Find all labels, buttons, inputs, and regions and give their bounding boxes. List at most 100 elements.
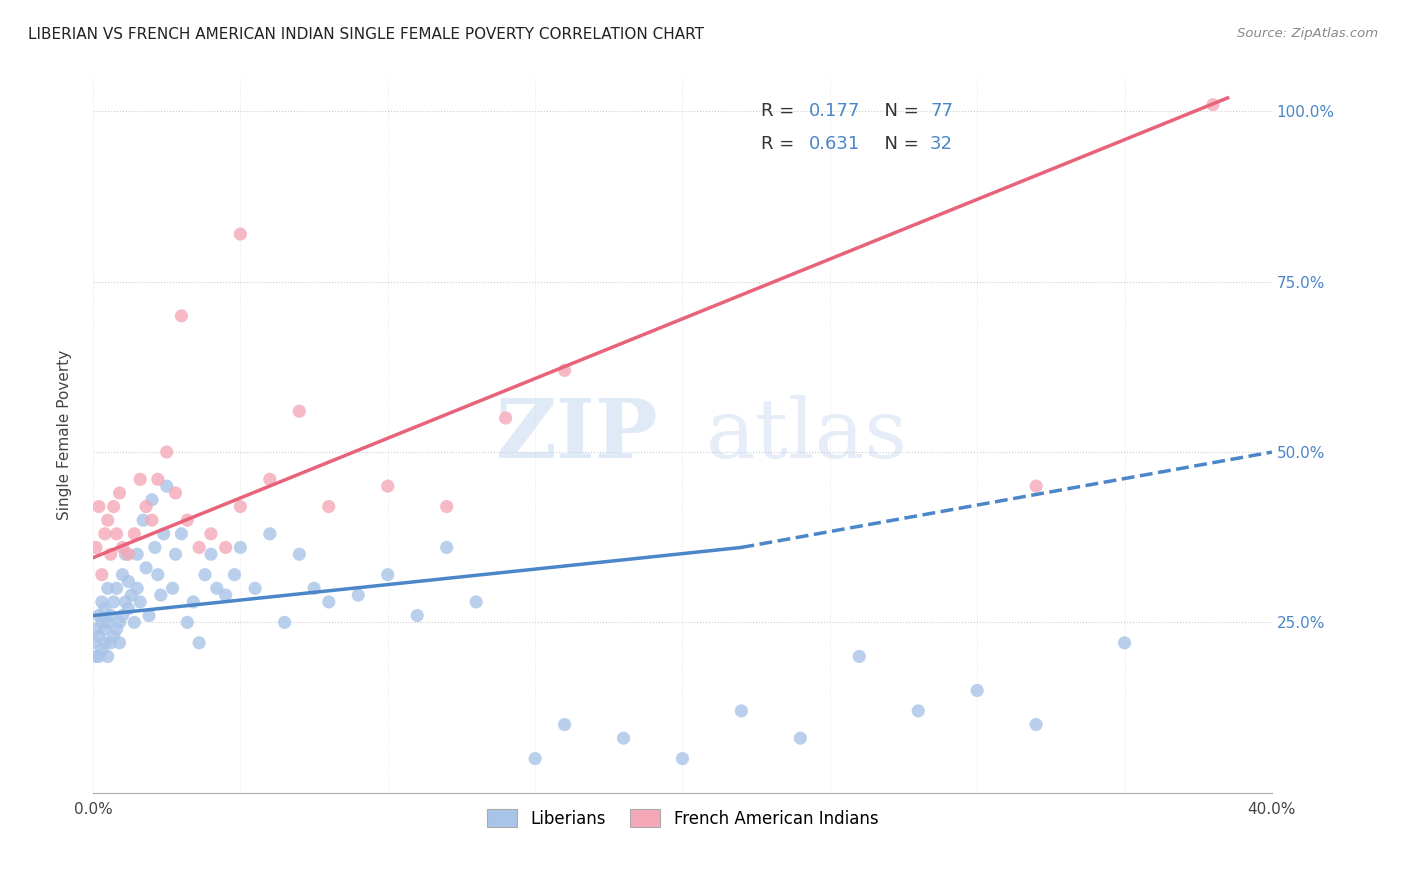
Point	[94, 601, 117, 615]
Point	[84, 541, 107, 555]
Point	[554, 363, 576, 377]
Point	[229, 227, 252, 241]
Point	[141, 513, 163, 527]
Point	[259, 472, 281, 486]
Point	[84, 622, 107, 636]
Point	[141, 492, 163, 507]
Point	[671, 751, 693, 765]
Point	[120, 588, 142, 602]
Point	[436, 500, 458, 514]
Point	[377, 479, 399, 493]
Point	[789, 731, 811, 746]
Point	[129, 472, 152, 486]
Point	[100, 547, 122, 561]
Point	[1114, 636, 1136, 650]
Point	[124, 526, 146, 541]
Point	[194, 567, 217, 582]
Point	[108, 615, 131, 630]
Point	[554, 717, 576, 731]
Point	[170, 526, 193, 541]
Text: ZIP: ZIP	[496, 395, 659, 475]
Point	[82, 636, 104, 650]
Text: R =: R =	[762, 135, 800, 153]
Point	[105, 622, 128, 636]
Point	[97, 649, 120, 664]
Point	[138, 608, 160, 623]
Point	[165, 486, 187, 500]
Point	[105, 526, 128, 541]
Text: atlas: atlas	[706, 395, 908, 475]
Legend: Liberians, French American Indians: Liberians, French American Indians	[479, 803, 884, 834]
Point	[97, 615, 120, 630]
Point	[188, 541, 211, 555]
Point	[108, 636, 131, 650]
Point	[205, 582, 228, 596]
Point	[288, 404, 311, 418]
Point	[259, 526, 281, 541]
Point	[117, 601, 139, 615]
Point	[318, 500, 340, 514]
Point	[114, 595, 136, 609]
Point	[176, 513, 198, 527]
Point	[143, 541, 166, 555]
Point	[848, 649, 870, 664]
Text: 32: 32	[929, 135, 953, 153]
Point	[111, 541, 134, 555]
Point	[117, 574, 139, 589]
Point	[90, 642, 112, 657]
Point	[730, 704, 752, 718]
Point	[103, 629, 125, 643]
Point	[129, 595, 152, 609]
Point	[127, 547, 149, 561]
Text: R =: R =	[762, 103, 800, 120]
Text: 0.631: 0.631	[808, 135, 860, 153]
Point	[124, 615, 146, 630]
Point	[465, 595, 488, 609]
Point	[165, 547, 187, 561]
Point	[318, 595, 340, 609]
Point	[149, 588, 172, 602]
Point	[135, 561, 157, 575]
Point	[229, 541, 252, 555]
Point	[288, 547, 311, 561]
Point	[100, 636, 122, 650]
Point	[524, 751, 547, 765]
Point	[87, 649, 110, 664]
Point	[162, 582, 184, 596]
Point	[127, 582, 149, 596]
Point	[224, 567, 246, 582]
Point	[90, 595, 112, 609]
Point	[114, 547, 136, 561]
Point	[181, 595, 204, 609]
Point	[966, 683, 988, 698]
Text: 77: 77	[929, 103, 953, 120]
Point	[1202, 97, 1225, 112]
Point	[436, 541, 458, 555]
Point	[188, 636, 211, 650]
Point	[108, 486, 131, 500]
Text: Source: ZipAtlas.com: Source: ZipAtlas.com	[1237, 27, 1378, 40]
Point	[1025, 479, 1047, 493]
Point	[135, 500, 157, 514]
Point	[87, 608, 110, 623]
Point	[302, 582, 325, 596]
Point	[87, 500, 110, 514]
Point	[347, 588, 370, 602]
Point	[87, 629, 110, 643]
Point	[111, 567, 134, 582]
Point	[406, 608, 429, 623]
Text: N =: N =	[873, 135, 925, 153]
Point	[176, 615, 198, 630]
Point	[84, 649, 107, 664]
Point	[377, 567, 399, 582]
Point	[90, 615, 112, 630]
Point	[156, 479, 179, 493]
Point	[152, 526, 174, 541]
Point	[94, 622, 117, 636]
Text: N =: N =	[873, 103, 925, 120]
Point	[97, 582, 120, 596]
Point	[214, 588, 236, 602]
Point	[117, 547, 139, 561]
Point	[214, 541, 236, 555]
Point	[103, 500, 125, 514]
